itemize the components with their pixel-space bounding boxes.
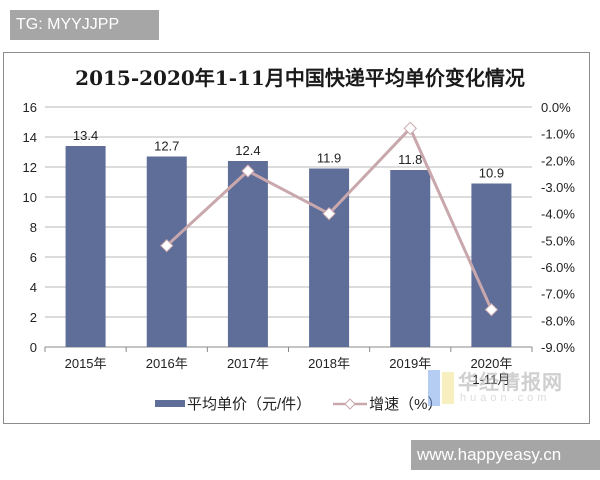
watermark-text: 华经情报网 xyxy=(458,372,563,394)
svg-text:2017年: 2017年 xyxy=(227,356,269,371)
watermark-logo-icon xyxy=(428,370,440,406)
svg-text:10: 10 xyxy=(23,190,37,205)
svg-text:-3.0%: -3.0% xyxy=(541,180,575,195)
legend-label-price: 平均单价（元/件） xyxy=(187,396,312,413)
svg-text:-8.0%: -8.0% xyxy=(541,313,575,328)
legend-item-growth: 增速（%） xyxy=(333,393,443,414)
svg-text:11.9: 11.9 xyxy=(317,151,341,166)
line-diamond-swatch-icon xyxy=(333,397,368,410)
svg-text:2015年: 2015年 xyxy=(65,356,107,371)
svg-text:2: 2 xyxy=(30,310,37,325)
watermark-tag-bottom: www.happyeasy.cn xyxy=(411,440,600,470)
bar-4 xyxy=(390,170,431,347)
svg-text:1-11月: 1-11月 xyxy=(472,372,510,387)
bar-0 xyxy=(65,146,106,347)
svg-text:16: 16 xyxy=(23,100,37,115)
svg-text:-4.0%: -4.0% xyxy=(541,207,575,222)
svg-text:12.7: 12.7 xyxy=(154,139,179,154)
svg-text:13.4: 13.4 xyxy=(73,128,98,143)
svg-text:6: 6 xyxy=(30,250,37,265)
svg-text:14: 14 xyxy=(23,130,37,145)
svg-text:2020年: 2020年 xyxy=(470,356,512,371)
svg-text:-7.0%: -7.0% xyxy=(541,287,575,302)
bar-5 xyxy=(471,183,512,347)
growth-marker-icon xyxy=(241,164,255,178)
svg-text:0.0%: 0.0% xyxy=(541,100,571,115)
svg-text:-5.0%: -5.0% xyxy=(541,233,575,248)
svg-text:0: 0 xyxy=(30,340,37,355)
huaon-watermark: 华经情报网 huaon.com xyxy=(428,366,578,411)
watermark-tag-top: TG: MYYJJPP xyxy=(10,10,159,40)
legend-item-price: 平均单价（元/件） xyxy=(155,393,311,414)
svg-text:12: 12 xyxy=(23,160,37,175)
svg-text:11.8: 11.8 xyxy=(398,152,422,167)
bar-swatch-icon xyxy=(155,400,185,407)
chart-title: 2015-2020年1-11月中国快递平均单价变化情况 xyxy=(75,66,525,90)
svg-text:2016年: 2016年 xyxy=(146,356,188,371)
watermark-logo-accent xyxy=(442,372,454,404)
svg-text:-6.0%: -6.0% xyxy=(541,260,575,275)
svg-text:12.4: 12.4 xyxy=(235,143,260,158)
chart-legend: 平均单价（元/件） 增速（%） xyxy=(155,393,465,414)
svg-text:-1.0%: -1.0% xyxy=(541,127,575,142)
watermark-subtext: huaon.com xyxy=(460,392,551,404)
legend-label-growth: 增速（%） xyxy=(369,396,443,413)
svg-text:8: 8 xyxy=(30,220,37,235)
growth-marker-icon xyxy=(160,238,174,253)
svg-text:-9.0%: -9.0% xyxy=(541,340,575,355)
svg-text:-2.0%: -2.0% xyxy=(541,153,575,168)
growth-marker-icon xyxy=(322,206,336,221)
svg-text:10.9: 10.9 xyxy=(479,166,504,181)
svg-text:2019年: 2019年 xyxy=(389,356,431,371)
growth-marker-icon xyxy=(403,121,417,136)
bar-2 xyxy=(227,161,268,347)
bar-3 xyxy=(309,168,350,347)
growth-marker-icon xyxy=(484,302,499,317)
svg-text:2018年: 2018年 xyxy=(308,356,350,371)
svg-text:4: 4 xyxy=(30,280,37,295)
